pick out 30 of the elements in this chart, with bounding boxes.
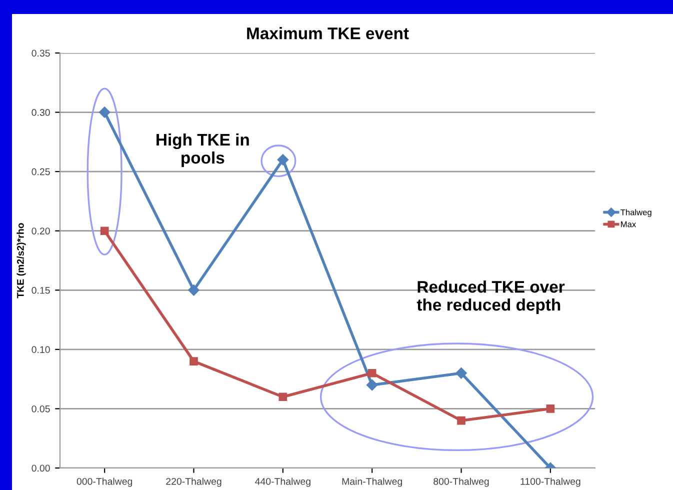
point — [366, 379, 378, 391]
y-tick-label: 0.05 — [32, 405, 50, 412]
point — [278, 392, 288, 402]
point — [100, 226, 109, 236]
y-tick-label: 0.25 — [32, 168, 50, 176]
y-tick-label: 0.30 — [32, 109, 50, 116]
point — [456, 368, 467, 379]
y-tick-label: 0.35 — [32, 50, 50, 57]
y-tick-label: 0.00 — [32, 464, 50, 472]
annotation: Reduced TKE over the reduced depth — [416, 280, 565, 314]
y-tick-label: 0.20 — [32, 228, 50, 234]
x-tick-label: 440-Thalweg — [255, 478, 310, 487]
point — [368, 368, 376, 378]
x-tick-label: 1100-Thalweg — [520, 478, 580, 487]
x-tick-label: 000-Thalweg — [76, 478, 132, 487]
legend-label: Max — [621, 221, 636, 228]
annotation: High TKE in pools — [156, 133, 249, 168]
y-tick-label: 0.15 — [32, 286, 50, 294]
point — [188, 284, 200, 296]
y-tick-label: 0.10 — [32, 346, 50, 354]
point — [98, 106, 110, 118]
chart-title: Maximum TKE event — [247, 27, 409, 40]
legend-label: Thalweg — [620, 209, 652, 217]
x-tick-label: 800-Thalweg — [434, 478, 489, 487]
y-axis-title: TKE (m2/s2)*rho — [16, 223, 26, 298]
point — [457, 416, 466, 425]
point — [190, 357, 198, 366]
x-tick-label: 220-Thalweg — [166, 478, 222, 487]
x-tick-label: Main-Thalweg — [342, 478, 402, 487]
point — [546, 404, 555, 413]
